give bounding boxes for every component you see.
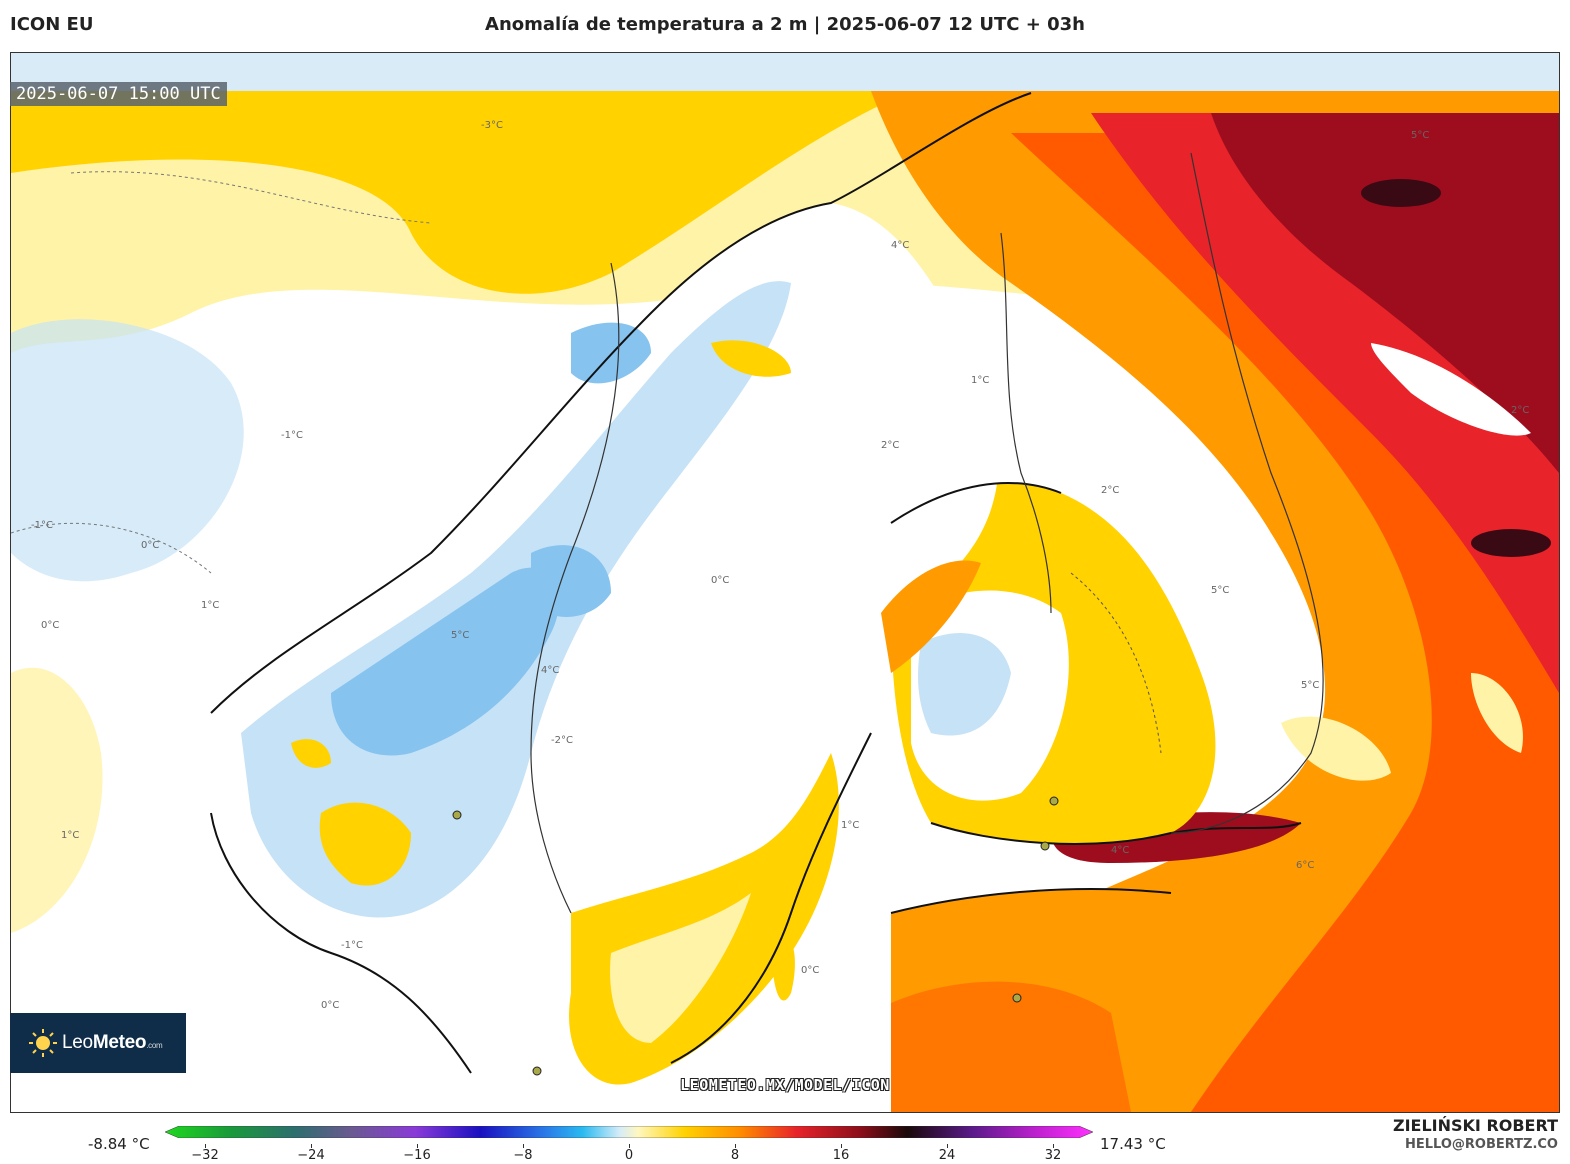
contour-label: 4°C — [891, 240, 909, 251]
model-name: ICON EU — [10, 14, 94, 35]
contour-label: 5°C — [1301, 680, 1319, 691]
contour-label: 0°C — [711, 575, 729, 586]
colorbar-max-label: 17.43 °C — [1100, 1135, 1166, 1153]
colorbar-tick-label: 8 — [730, 1148, 740, 1163]
contour-label: 0°C — [141, 540, 159, 551]
contour-label: 2°C — [881, 440, 899, 451]
hot-core-2 — [1471, 529, 1551, 557]
colorbar-tickmark — [735, 1144, 736, 1148]
contour-label: 0°C — [801, 965, 819, 976]
denmark-land — [354, 982, 464, 1112]
cool-patch-atlantic — [11, 319, 244, 582]
city-dot — [1040, 841, 1050, 851]
colorbar-ticks: −32 −24 −16 −8 0 8 16 24 32 — [165, 1144, 1093, 1164]
colorbar-tickmark — [417, 1144, 418, 1148]
colorbar-tickmark — [311, 1144, 312, 1148]
colorbar-tickmark — [1053, 1144, 1054, 1148]
contour-label: 0°C — [321, 1000, 339, 1011]
colorbar-tick-label: −32 — [191, 1148, 219, 1163]
author-email: HELLO@ROBERTZ.CO — [1404, 1137, 1558, 1152]
contour-label: -1°C — [31, 520, 53, 531]
sun-icon — [29, 1029, 57, 1057]
n-norway-warm — [711, 340, 791, 377]
s-norway-coastline — [210, 812, 472, 1074]
finland-russia-border — [1170, 152, 1324, 834]
colorbar-tickmark — [523, 1144, 524, 1148]
anomaly-map: -3°C -1°C -1°C 0°C 1°C 0°C 1°C 2°C 0°C 2… — [11, 53, 1559, 1112]
contour-label: -1°C — [281, 430, 303, 441]
contour-label: 6°C — [1296, 860, 1314, 871]
colorbar-tickmark — [947, 1144, 948, 1148]
colorbar-tick-label: −24 — [297, 1148, 325, 1163]
contour-label: -1°C — [341, 940, 363, 951]
map-frame[interactable]: -3°C -1°C -1°C 0°C 1°C 0°C 1°C 2°C 0°C 2… — [10, 52, 1560, 1113]
contour-label: -2°C — [551, 735, 573, 746]
lake-onega-patch — [1281, 716, 1391, 781]
norway-cold-mid — [531, 545, 611, 617]
norway-sweden-border — [530, 262, 620, 914]
city-dot — [1012, 993, 1022, 1003]
map-title: Anomalía de temperatura a 2 m | 2025-06-… — [485, 14, 1085, 35]
colorbar — [165, 1126, 1093, 1138]
top-strip — [11, 53, 1559, 91]
city-dot — [452, 810, 462, 820]
valid-time-badge: 2025-06-07 15:00 UTC — [10, 82, 227, 106]
contour-label: 4°C — [541, 665, 559, 676]
finland-south-coast — [930, 822, 1302, 845]
colorbar-tick-label: 24 — [938, 1148, 956, 1163]
contour-label: 1°C — [61, 830, 79, 841]
s-norway-warm-2 — [291, 739, 331, 768]
contour-label: 1°C — [201, 600, 219, 611]
contour-label: 5°C — [1411, 130, 1429, 141]
city-dot — [532, 1066, 542, 1076]
colorbar-min-label: -8.84 °C — [88, 1135, 150, 1153]
warm-patch-west — [11, 667, 103, 933]
colorbar-tick-label: 32 — [1044, 1148, 1062, 1163]
norway-cold-core — [331, 567, 559, 756]
colorbar-tickmark — [629, 1144, 630, 1148]
colorbar-tick-label: 0 — [624, 1148, 634, 1163]
south-sweden-light — [610, 893, 751, 1043]
norway-cold-north — [571, 322, 651, 384]
contour-label: 5°C — [1211, 585, 1229, 596]
contour-line-3 — [1070, 572, 1162, 754]
logo-text: LeoMeteo.com — [62, 1032, 163, 1053]
contour-label: 4°C — [1111, 845, 1129, 856]
hot-core-1 — [1361, 179, 1441, 207]
s-norway-warm-1 — [319, 802, 411, 886]
colorbar-tick-label: −16 — [403, 1148, 431, 1163]
contour-label: 1°C — [971, 375, 989, 386]
leometeo-logo[interactable]: LeoMeteo.com — [10, 1013, 186, 1073]
contour-label: 2°C — [1511, 405, 1529, 416]
contour-label: 0°C — [41, 620, 59, 631]
finland-cool — [918, 633, 1011, 736]
norway-coastline — [210, 92, 1032, 714]
colorbar-tick-label: −8 — [513, 1148, 533, 1163]
watermark: LEOMETEO.MX/MODEL/ICON — [680, 1076, 890, 1094]
bothnia-warm — [881, 560, 981, 673]
city-dot — [1049, 796, 1059, 806]
lake-patch-east — [1471, 673, 1523, 753]
contour-label: 1°C — [841, 820, 859, 831]
colorbar-tickmark — [205, 1144, 206, 1148]
colorbar-tick-label: 16 — [832, 1148, 850, 1163]
contour-label: -3°C — [481, 120, 503, 131]
warm-band-arctic — [11, 91, 911, 294]
contour-label: 2°C — [1101, 485, 1119, 496]
white-sea-inlet — [1371, 343, 1531, 436]
sweden-finland-border — [1000, 232, 1052, 614]
bothnia-north-coast — [890, 482, 1062, 524]
estonia-coast — [890, 888, 1172, 914]
hottest-region-ne — [1211, 113, 1559, 473]
lithuania-warm — [891, 981, 1131, 1112]
contour-line-1 — [70, 171, 432, 224]
author-credit: ZIELIŃSKI ROBERT — [1392, 1116, 1558, 1135]
contour-label: 5°C — [451, 630, 469, 641]
sweden-east-coast — [670, 732, 872, 1064]
colorbar-tickmark — [841, 1144, 842, 1148]
